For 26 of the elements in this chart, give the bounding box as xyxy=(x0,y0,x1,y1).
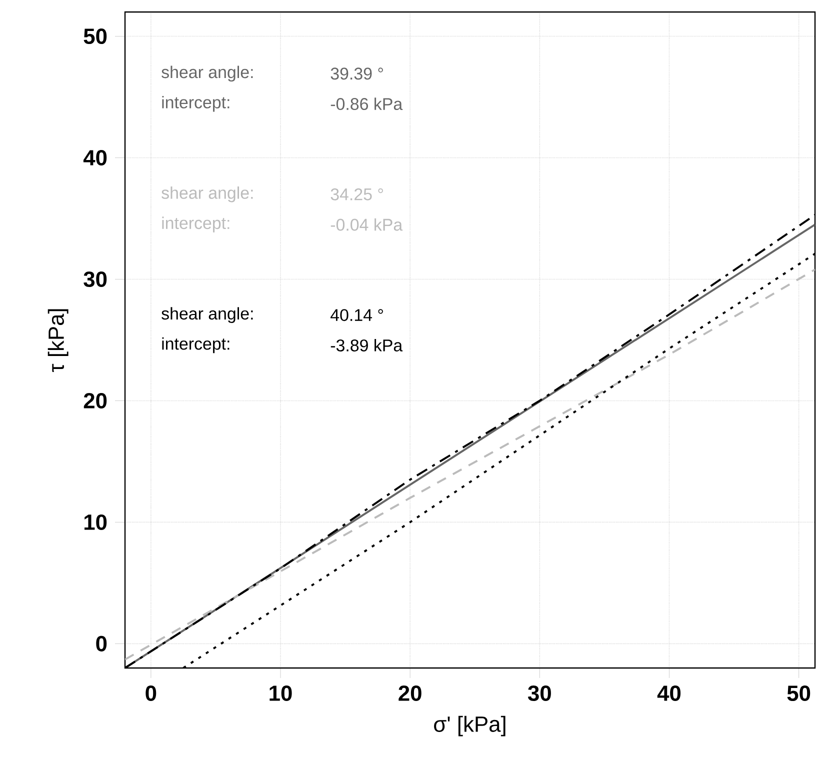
x-tick-label: 10 xyxy=(270,685,292,702)
x-tick-label: 30 xyxy=(528,685,551,702)
annotation: shear angle: xyxy=(162,186,253,202)
annotation: intercept: xyxy=(162,216,230,232)
y-tick-label: 30 xyxy=(84,271,107,288)
annotation: -3.89 kPa xyxy=(330,339,403,352)
x-tick-label: 0 xyxy=(146,685,156,702)
annotation: -0.86 kPa xyxy=(330,98,403,110)
y-tick-label: 50 xyxy=(84,28,107,44)
y-tick-label: 0 xyxy=(96,636,107,652)
annotation: 40.14 ° xyxy=(330,309,383,322)
annotation: intercept: xyxy=(162,96,230,112)
annotation: 34.25 ° xyxy=(330,188,383,200)
x-tick-label: 20 xyxy=(398,685,422,702)
y-tick-label: 10 xyxy=(84,514,107,530)
x-tick-label: 50 xyxy=(787,685,810,702)
x-tick-label: 40 xyxy=(657,685,681,702)
x-axis-title: σ' [kPa] xyxy=(434,716,506,736)
annotation: -0.04 kPa xyxy=(330,218,403,231)
annotation: intercept: xyxy=(162,337,230,354)
annotation: shear angle: xyxy=(162,66,253,82)
y-tick-label: 40 xyxy=(83,150,107,166)
y-tick-label: 20 xyxy=(84,392,107,408)
annotation: shear angle: xyxy=(162,307,253,323)
y-axis-title: τ [kPa] xyxy=(48,309,68,372)
annotation: 39.39 ° xyxy=(330,68,383,80)
